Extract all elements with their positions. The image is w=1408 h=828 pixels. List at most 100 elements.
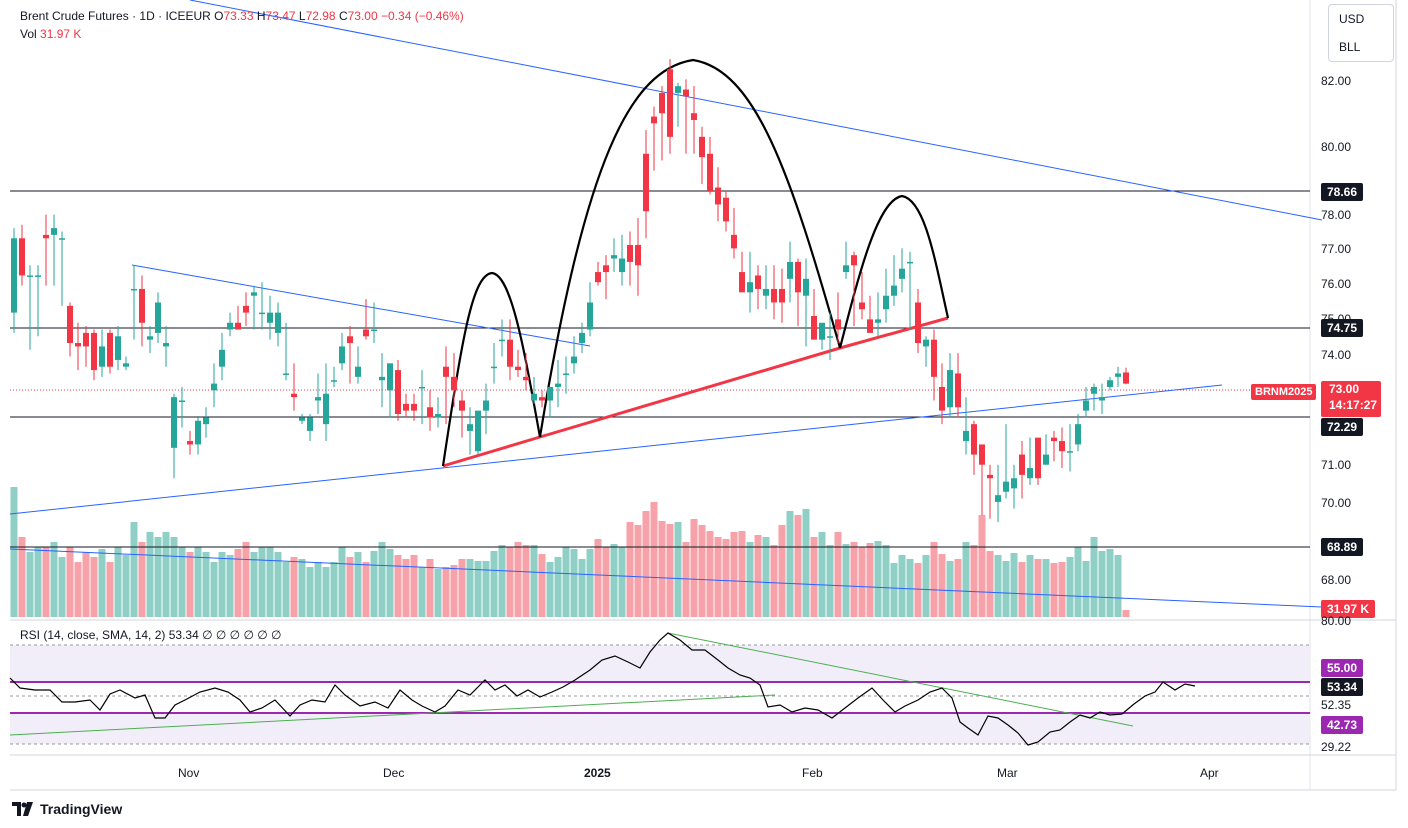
candle-body [395, 370, 401, 415]
price-tick: 70.00 [1321, 496, 1352, 510]
candle-body [275, 312, 281, 333]
candle-body [619, 258, 625, 273]
volume-bar [402, 559, 410, 617]
candle-body [1075, 424, 1081, 445]
volume-bar [570, 549, 578, 617]
rsi-value-tag: 53.34 [1321, 678, 1364, 696]
candle-body [371, 329, 377, 332]
candle-body [835, 319, 841, 330]
candle-body [1083, 400, 1089, 411]
candle-body [627, 245, 633, 262]
tradingview-logo-text: TradingView [40, 801, 123, 817]
candle-body [403, 403, 409, 411]
volume-bar [674, 522, 682, 617]
volume-bar [962, 542, 970, 617]
trendlines [9, 0, 1323, 608]
volume-bar [698, 525, 706, 617]
tradingview-brand[interactable]: TradingView [12, 801, 122, 817]
candle-body [299, 417, 305, 421]
candle-body [723, 197, 729, 222]
volume-bar [258, 547, 266, 617]
volume-bar [866, 543, 874, 617]
price-tick: 82.00 [1321, 74, 1352, 88]
volume-bar [186, 552, 194, 617]
interval[interactable]: 1D [139, 9, 155, 23]
candle-body [507, 339, 513, 367]
candle-body [459, 400, 465, 411]
candle-body [539, 397, 545, 401]
volume-bar [1114, 555, 1122, 617]
volume-bar [650, 502, 658, 617]
volume-bar [610, 544, 618, 617]
volume-bar [466, 559, 474, 617]
candle-body [555, 383, 561, 387]
time-tick-nov: Nov [178, 766, 200, 780]
neckline [442, 316, 949, 468]
volume-bar [658, 521, 666, 617]
volume-bar [394, 555, 402, 617]
volume-bar [1018, 562, 1026, 617]
candle-body [1019, 454, 1025, 475]
candle-body [355, 366, 361, 377]
volume-tag: 31.97 K [1321, 600, 1376, 618]
volume-bar [154, 537, 162, 617]
currency-option[interactable]: USD [1339, 12, 1365, 26]
candle-body [1051, 437, 1057, 442]
candle-body [19, 238, 25, 276]
volume-bar [554, 557, 562, 617]
volume-bar [10, 487, 18, 617]
lower-trendline [9, 384, 1223, 515]
candle-body [947, 370, 953, 408]
candle-body [979, 444, 985, 465]
candle-body [883, 295, 889, 310]
volume-bar [26, 552, 34, 617]
volume-bars [10, 487, 1130, 617]
candle-body [115, 336, 121, 360]
candle-body [419, 386, 425, 389]
volume-bar [578, 559, 586, 617]
volume-bar [1026, 555, 1034, 617]
last-price-value: 73.00 [1329, 382, 1360, 396]
candle-body [251, 292, 257, 296]
candle-body [331, 380, 337, 382]
volume-bar [754, 535, 762, 617]
candle-body [659, 92, 665, 114]
volume-bar [346, 557, 354, 617]
volume-bar [410, 555, 418, 617]
volume-bar [306, 567, 314, 617]
price-tick: 71.00 [1321, 458, 1352, 472]
price-tick: 78.00 [1321, 208, 1352, 222]
time-tick-feb: Feb [802, 766, 823, 780]
volume-bar [970, 545, 978, 617]
unit-selector[interactable]: USD BLL [1328, 4, 1394, 62]
candle-body [467, 424, 473, 431]
volume-bar [730, 532, 738, 617]
volume-bar [194, 547, 202, 617]
volume-bar [922, 555, 930, 617]
candle-body [163, 343, 169, 347]
candle-body [963, 430, 969, 442]
volume-bar [746, 542, 754, 617]
rsi-tick: 52.35 [1321, 698, 1352, 712]
volume-bar [338, 547, 346, 617]
volume-bar [282, 562, 290, 617]
volume-bar [458, 559, 466, 617]
candle-body [851, 255, 857, 266]
unit-option[interactable]: BLL [1339, 40, 1361, 54]
volume-value: 31.97 K [40, 27, 82, 41]
candle-body [195, 420, 201, 445]
symbol-tag: BRNM2025 [1251, 384, 1317, 400]
volume-bar [986, 551, 994, 617]
candle-body [651, 116, 657, 124]
candle-body [955, 373, 961, 408]
rsi-legend[interactable]: RSI (14, close, SMA, 14, 2) 53.34 ∅ ∅ ∅ … [20, 628, 282, 642]
volume-bar [626, 522, 634, 617]
volume-bar [522, 545, 530, 617]
volume-bar [530, 545, 538, 617]
candle-body [579, 332, 585, 344]
candle-body [803, 278, 809, 296]
candle-body [843, 265, 849, 273]
symbol-name[interactable]: Brent Crude Futures [20, 9, 129, 23]
volume-label: Vol [20, 27, 37, 41]
